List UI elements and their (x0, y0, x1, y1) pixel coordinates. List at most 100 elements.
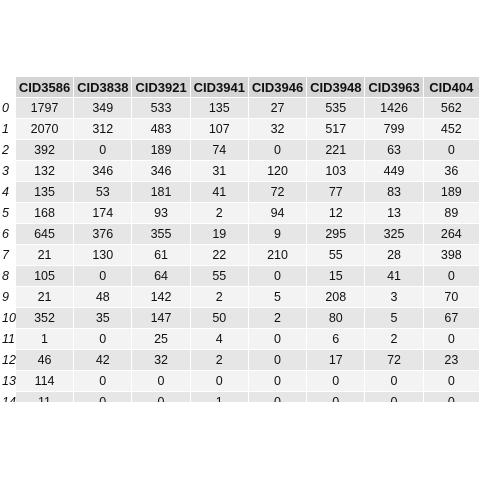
table-cell: 392 (15, 140, 75, 161)
column-header: CID3963 (365, 77, 424, 98)
table-cell: 562 (423, 98, 480, 119)
table-cell: 28 (365, 245, 424, 266)
table-cell: 12 (307, 203, 366, 224)
data-table: CID3586 CID3838 CID3921 CID3941 CID3946 CID39… (0, 77, 480, 402)
table-cell: 1 (190, 392, 249, 402)
table-cell: 74 (190, 140, 249, 161)
table-cell: 5 (248, 287, 308, 308)
row-index: 8 (0, 266, 16, 287)
table-cell: 41 (365, 266, 424, 287)
table-cell: 114 (15, 371, 75, 392)
table-cell: 517 (307, 119, 366, 140)
table-cell: 19 (190, 224, 249, 245)
table-cell: 189 (423, 182, 480, 203)
table-cell: 72 (365, 350, 424, 371)
table-cell: 0 (248, 371, 308, 392)
table-cell: 35 (74, 308, 133, 329)
table-cell: 2 (190, 350, 249, 371)
column-header: CID3946 (248, 77, 308, 98)
table-cell: 50 (190, 308, 249, 329)
table-cell: 3 (365, 287, 424, 308)
table-cell: 645 (15, 224, 75, 245)
column-header: CID3941 (190, 77, 249, 98)
index-header-corner (0, 77, 16, 98)
table-cell: 13 (365, 203, 424, 224)
table-cell: 452 (423, 119, 480, 140)
table-cell: 63 (365, 140, 424, 161)
table-body: 0 1797 349 533 135 27 535 1426 562 1 2070 312 483 107… (0, 98, 480, 402)
table-cell: 449 (365, 161, 424, 182)
table-cell: 0 (307, 392, 366, 402)
table-cell: 2 (248, 308, 308, 329)
table-cell: 264 (423, 224, 480, 245)
column-header: CID3921 (132, 77, 191, 98)
table-cell: 312 (74, 119, 133, 140)
column-header: CID3586 (15, 77, 75, 98)
row-index: 12 (0, 350, 16, 371)
table-cell: 2 (190, 203, 249, 224)
row-index: 7 (0, 245, 16, 266)
table-cell: 535 (307, 98, 366, 119)
table-row: 6 645 376 355 19 9 295 325 264 (0, 224, 480, 245)
table-cell: 0 (365, 371, 424, 392)
table-cell: 55 (307, 245, 366, 266)
table-row: 13 114 0 0 0 0 0 0 0 (0, 371, 480, 392)
table-cell: 107 (190, 119, 249, 140)
table-viewport: CID3586 CID3838 CID3921 CID3941 CID3946 CID39… (0, 77, 480, 402)
table-cell: 0 (248, 329, 308, 350)
table-cell: 210 (248, 245, 308, 266)
table-cell: 0 (423, 140, 480, 161)
table-cell: 181 (132, 182, 191, 203)
table-cell: 46 (15, 350, 75, 371)
table-cell: 398 (423, 245, 480, 266)
table-cell: 2070 (15, 119, 75, 140)
table-cell: 105 (15, 266, 75, 287)
table-cell: 483 (132, 119, 191, 140)
table-cell: 23 (423, 350, 480, 371)
row-index: 11 (0, 329, 16, 350)
table-cell: 0 (132, 392, 191, 402)
row-index: 13 (0, 371, 16, 392)
table-cell: 0 (248, 350, 308, 371)
table-cell: 0 (190, 371, 249, 392)
table-cell: 1797 (15, 98, 75, 119)
table-cell: 0 (74, 266, 133, 287)
table-cell: 174 (74, 203, 133, 224)
table-cell: 346 (74, 161, 133, 182)
table-cell: 70 (423, 287, 480, 308)
table-cell: 48 (74, 287, 133, 308)
table-cell: 325 (365, 224, 424, 245)
table-cell: 346 (132, 161, 191, 182)
table-cell: 103 (307, 161, 366, 182)
table-cell: 0 (248, 140, 308, 161)
table-cell: 135 (15, 182, 75, 203)
table-cell: 25 (132, 329, 191, 350)
row-index: 5 (0, 203, 16, 224)
table-cell: 55 (190, 266, 249, 287)
table-cell: 295 (307, 224, 366, 245)
table-row: 5 168 174 93 2 94 12 13 89 (0, 203, 480, 224)
table-cell: 0 (248, 392, 308, 402)
table-cell: 64 (132, 266, 191, 287)
table-cell: 355 (132, 224, 191, 245)
table-cell: 9 (248, 224, 308, 245)
table-row: 9 21 48 142 2 5 208 3 70 (0, 287, 480, 308)
table-cell: 142 (132, 287, 191, 308)
column-header: CID404 (423, 77, 480, 98)
table-cell: 0 (307, 371, 366, 392)
row-index: 3 (0, 161, 16, 182)
table-row: 8 105 0 64 55 0 15 41 0 (0, 266, 480, 287)
table-cell: 1426 (365, 98, 424, 119)
table-cell: 83 (365, 182, 424, 203)
table-cell: 15 (307, 266, 366, 287)
table-cell: 21 (15, 245, 75, 266)
table-cell: 27 (248, 98, 308, 119)
table-cell: 147 (132, 308, 191, 329)
table-cell: 0 (423, 392, 480, 402)
row-index: 14 (0, 392, 16, 402)
table-cell: 0 (74, 140, 133, 161)
table-cell: 168 (15, 203, 75, 224)
row-index: 6 (0, 224, 16, 245)
table-cell: 0 (74, 329, 133, 350)
table-cell: 1 (15, 329, 75, 350)
